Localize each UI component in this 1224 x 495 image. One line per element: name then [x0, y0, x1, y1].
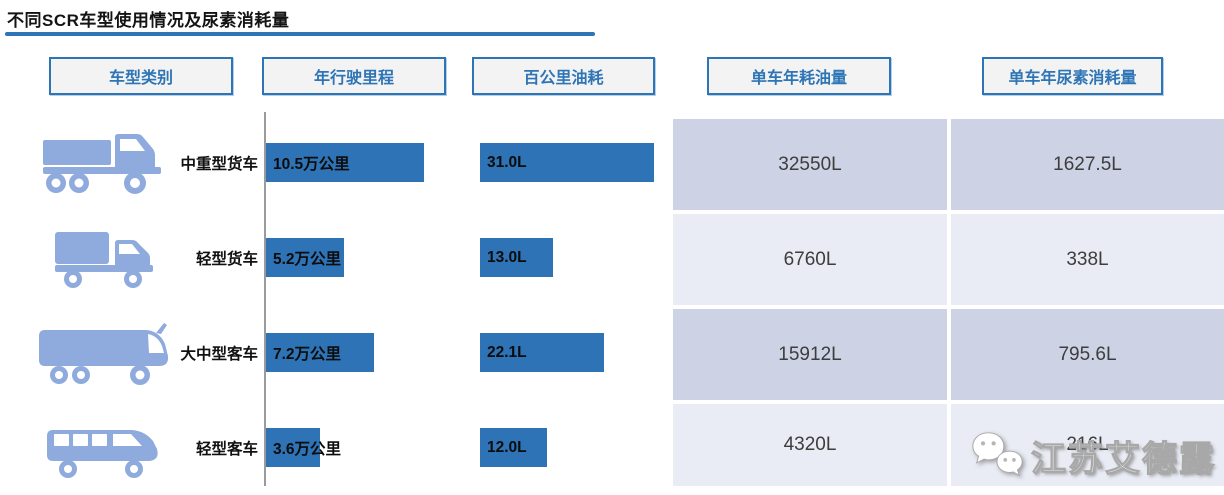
minibus-icon	[28, 400, 180, 495]
watermark-text: 江苏艾德露	[1030, 439, 1216, 479]
mileage-bar-label: 10.5万公里	[273, 155, 350, 173]
vehicle-row-heavy-truck: 中重型货车 10.5万公里 31.0L 32550L 1627.5L	[0, 115, 1224, 210]
annual-fuel-cell: 15912L	[673, 309, 947, 400]
annual-urea-cell: 795.6L	[951, 309, 1224, 400]
fuel-bar: 31.0L	[480, 143, 654, 182]
fuel-bar: 12.0L	[480, 428, 547, 467]
coach-bus-icon	[28, 305, 180, 400]
vehicle-label: 中重型货车	[180, 155, 258, 173]
heavy-truck-icon	[28, 115, 180, 210]
header-annual-mileage: 年行驶里程	[262, 57, 446, 95]
fuel-bar-label: 22.1L	[487, 343, 527, 361]
header-vehicle-type: 车型类别	[49, 57, 233, 95]
vehicle-label: 轻型货车	[195, 250, 258, 268]
fuel-bar: 22.1L	[480, 333, 604, 372]
light-truck-icon	[28, 210, 180, 305]
annual-fuel-cell: 4320L	[673, 404, 947, 486]
mileage-bar: 5.2万公里	[266, 238, 344, 277]
header-annual-fuel: 单车年耗油量	[707, 57, 891, 95]
annual-fuel-cell: 32550L	[673, 119, 947, 210]
mileage-bar-label: 5.2万公里	[273, 250, 342, 268]
mileage-bar-label: 3.6万公里	[273, 440, 342, 458]
fuel-bar-label: 12.0L	[487, 438, 527, 456]
mileage-bar: 7.2万公里	[266, 333, 374, 372]
mileage-bar: 3.6万公里	[266, 428, 341, 467]
fuel-bar-label: 31.0L	[487, 153, 527, 171]
annual-urea-cell: 338L	[951, 214, 1224, 305]
fuel-bar: 13.0L	[480, 238, 553, 277]
title-underline	[5, 32, 595, 36]
header-fuel-per-100km: 百公里油耗	[472, 57, 655, 95]
mileage-bar: 10.5万公里	[266, 143, 424, 182]
annual-urea-cell: 1627.5L	[951, 119, 1224, 210]
vehicle-label: 大中型客车	[180, 345, 258, 363]
watermark: 江苏艾德露	[969, 429, 1216, 483]
mileage-bar-label: 7.2万公里	[273, 345, 342, 363]
header-annual-urea: 单车年尿素消耗量	[982, 57, 1163, 95]
annual-fuel-cell: 6760L	[673, 214, 947, 305]
page-title: 不同SCR车型使用情况及尿素消耗量	[7, 11, 290, 30]
vehicle-label: 轻型客车	[195, 440, 258, 458]
axis-line	[264, 112, 266, 486]
vehicle-row-coach-bus: 大中型客车 7.2万公里 22.1L 15912L 795.6L	[0, 305, 1224, 400]
fuel-bar-label: 13.0L	[487, 248, 527, 266]
vehicle-row-light-truck: 轻型货车 5.2万公里 13.0L 6760L 338L	[0, 210, 1224, 305]
wechat-icon	[972, 432, 1023, 477]
